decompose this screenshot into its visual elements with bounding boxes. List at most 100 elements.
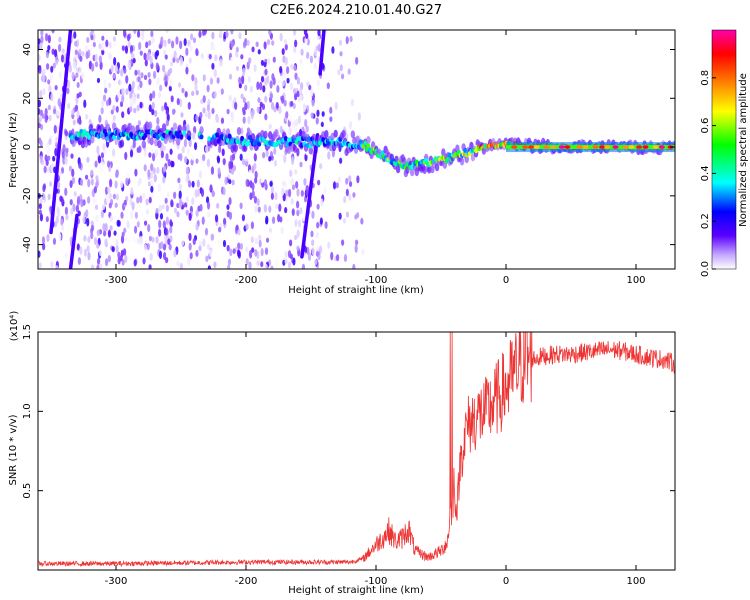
noise-speckle — [139, 80, 143, 89]
y-tick-label: 1.0 — [22, 403, 33, 419]
noise-speckle — [78, 66, 82, 74]
noise-speckle — [273, 159, 278, 167]
noise-speckle — [55, 125, 60, 134]
noise-speckle — [107, 255, 111, 263]
noise-speckle — [281, 48, 285, 55]
noise-speckle — [59, 195, 63, 202]
band-halo — [233, 144, 239, 153]
noise-speckle — [90, 264, 95, 269]
noise-speckle — [81, 51, 85, 57]
noise-speckle — [354, 214, 358, 220]
noise-speckle — [114, 171, 119, 178]
noise-speckle — [283, 39, 288, 45]
band-halo — [218, 138, 223, 147]
noise-speckle — [195, 223, 199, 231]
noise-speckle — [165, 216, 169, 225]
noise-speckle — [289, 82, 294, 91]
noise-speckle — [241, 255, 245, 264]
noise-speckle — [246, 39, 250, 46]
y-tick-label: 1.5 — [22, 324, 33, 340]
colorbar-label: Normalized spectral amplitude — [738, 73, 749, 227]
noise-speckle — [48, 138, 52, 145]
noise-speckle — [329, 116, 333, 122]
noise-speckle — [275, 203, 279, 209]
noise-speckle — [169, 148, 173, 155]
noise-speckle — [247, 115, 251, 125]
noise-speckle — [321, 111, 325, 117]
noise-speckle — [45, 63, 50, 70]
noise-speckle — [39, 42, 43, 50]
noise-speckle — [227, 264, 231, 269]
noise-speckle — [211, 191, 215, 198]
noise-speckle — [79, 55, 83, 62]
noise-speckle — [99, 61, 103, 70]
noise-speckle — [218, 145, 222, 154]
noise-speckle — [92, 41, 96, 48]
noise-speckle — [68, 64, 72, 73]
noise-speckle — [245, 223, 249, 231]
noise-speckle — [101, 99, 105, 107]
noise-speckle — [240, 54, 244, 60]
noise-speckle — [200, 98, 204, 105]
noise-speckle — [96, 229, 100, 237]
noise-speckle — [240, 127, 244, 135]
noise-speckle — [96, 243, 100, 249]
noise-speckle — [136, 104, 140, 112]
colorbar-tick-label: 0.2 — [700, 213, 711, 229]
noise-speckle — [195, 209, 199, 217]
noise-speckle — [183, 38, 187, 46]
noise-speckle — [269, 80, 273, 89]
noise-speckle — [238, 76, 242, 85]
interference-streak — [318, 30, 326, 76]
noise-speckle — [79, 246, 83, 255]
noise-speckle — [136, 221, 140, 228]
noise-speckle — [147, 224, 151, 233]
band-core — [363, 140, 368, 146]
noise-speckle — [183, 138, 188, 148]
noise-speckle — [296, 188, 300, 197]
noise-speckle — [173, 249, 177, 258]
noise-speckle — [156, 77, 160, 86]
noise-speckle — [71, 109, 75, 116]
noise-speckle — [170, 60, 174, 67]
carrier-peak — [550, 145, 557, 149]
noise-speckle — [38, 54, 41, 62]
noise-speckle — [190, 33, 194, 41]
noise-speckle — [187, 40, 191, 46]
noise-speckle — [192, 238, 196, 245]
noise-speckle — [146, 52, 150, 61]
noise-speckle — [271, 216, 276, 224]
noise-speckle — [232, 248, 236, 254]
noise-speckle — [279, 65, 283, 74]
noise-speckle — [314, 48, 318, 57]
noise-speckle — [296, 90, 300, 98]
noise-speckle — [148, 78, 152, 86]
noise-speckle — [288, 239, 293, 247]
noise-speckle — [208, 53, 212, 60]
noise-speckle — [173, 207, 178, 214]
noise-speckle — [123, 227, 127, 234]
noise-speckle — [72, 60, 76, 70]
noise-speckle — [331, 46, 335, 54]
carrier-line — [506, 145, 675, 150]
noise-speckle — [350, 98, 354, 107]
noise-speckle — [158, 219, 162, 229]
noise-speckle — [306, 51, 310, 59]
noise-speckle — [69, 180, 73, 189]
noise-speckle — [335, 254, 340, 262]
noise-speckle — [58, 71, 62, 79]
noise-speckle — [202, 238, 206, 247]
noise-speckle — [298, 87, 303, 96]
noise-speckle — [360, 217, 364, 225]
noise-speckle — [356, 175, 360, 184]
noise-speckle — [204, 227, 209, 236]
noise-speckle — [187, 101, 191, 110]
noise-speckle — [299, 58, 303, 65]
noise-speckle — [62, 144, 66, 153]
colorbar-gradient — [711, 29, 737, 270]
noise-speckle — [326, 82, 330, 90]
noise-speckle — [57, 98, 61, 107]
noise-speckle — [254, 249, 258, 257]
noise-speckle — [348, 193, 352, 201]
noise-speckle — [171, 40, 175, 49]
